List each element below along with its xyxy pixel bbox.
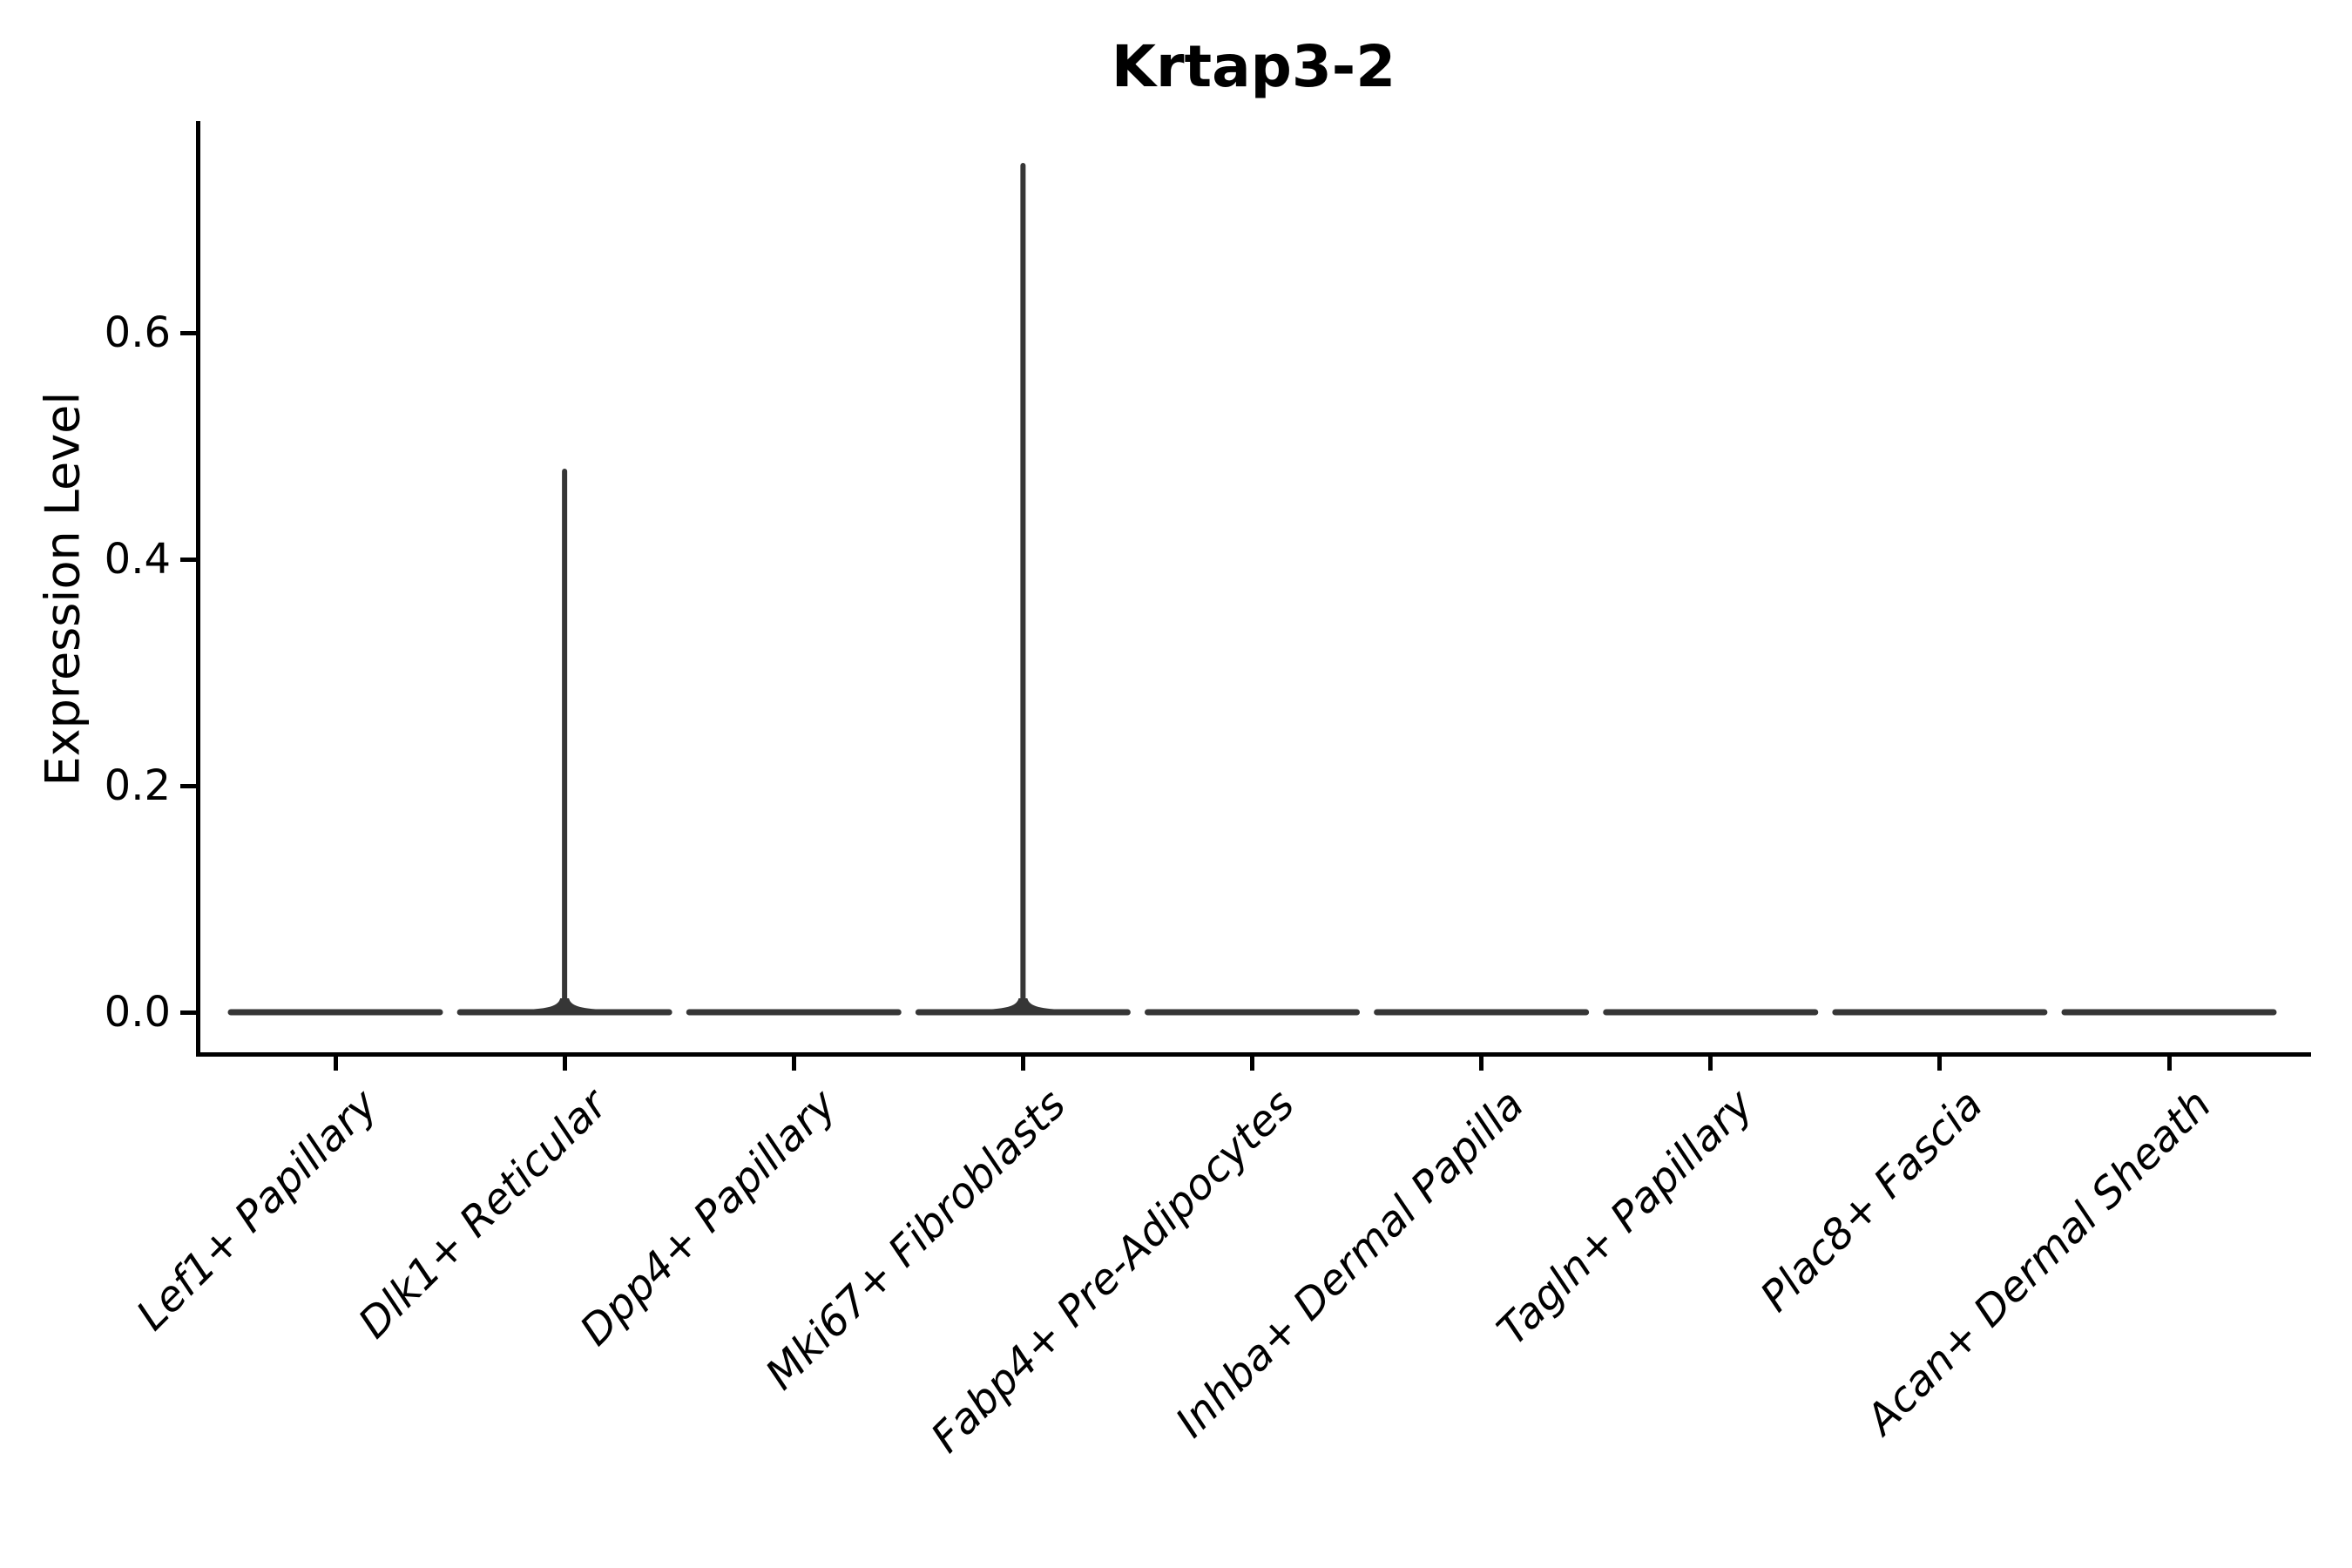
y-axis-line (196, 121, 200, 1057)
x-tick-mark (791, 1052, 796, 1071)
x-tick-mark (1020, 1052, 1025, 1071)
y-tick-mark (180, 330, 197, 335)
x-tick-mark (333, 1052, 338, 1071)
x-tick-mark (1250, 1052, 1254, 1071)
y-tick-mark (180, 783, 197, 788)
x-tick-mark (562, 1052, 567, 1071)
x-tick-mark (1937, 1052, 1943, 1071)
x-tick-mark (2166, 1052, 2172, 1071)
y-tick-label: 0.2 (104, 761, 171, 810)
y-tick-label: 0.0 (104, 988, 171, 1037)
y-tick-label: 0.6 (104, 308, 171, 357)
y-tick-mark (180, 1010, 197, 1015)
y-tick-label: 0.4 (104, 535, 171, 584)
x-tick-mark (1479, 1052, 1484, 1071)
violin-shape (456, 469, 672, 1016)
violin-shape (915, 163, 1131, 1016)
plot-title: Krtap3-2 (1111, 33, 1396, 100)
y-tick-mark (180, 557, 197, 562)
x-tick-mark (1708, 1052, 1713, 1071)
